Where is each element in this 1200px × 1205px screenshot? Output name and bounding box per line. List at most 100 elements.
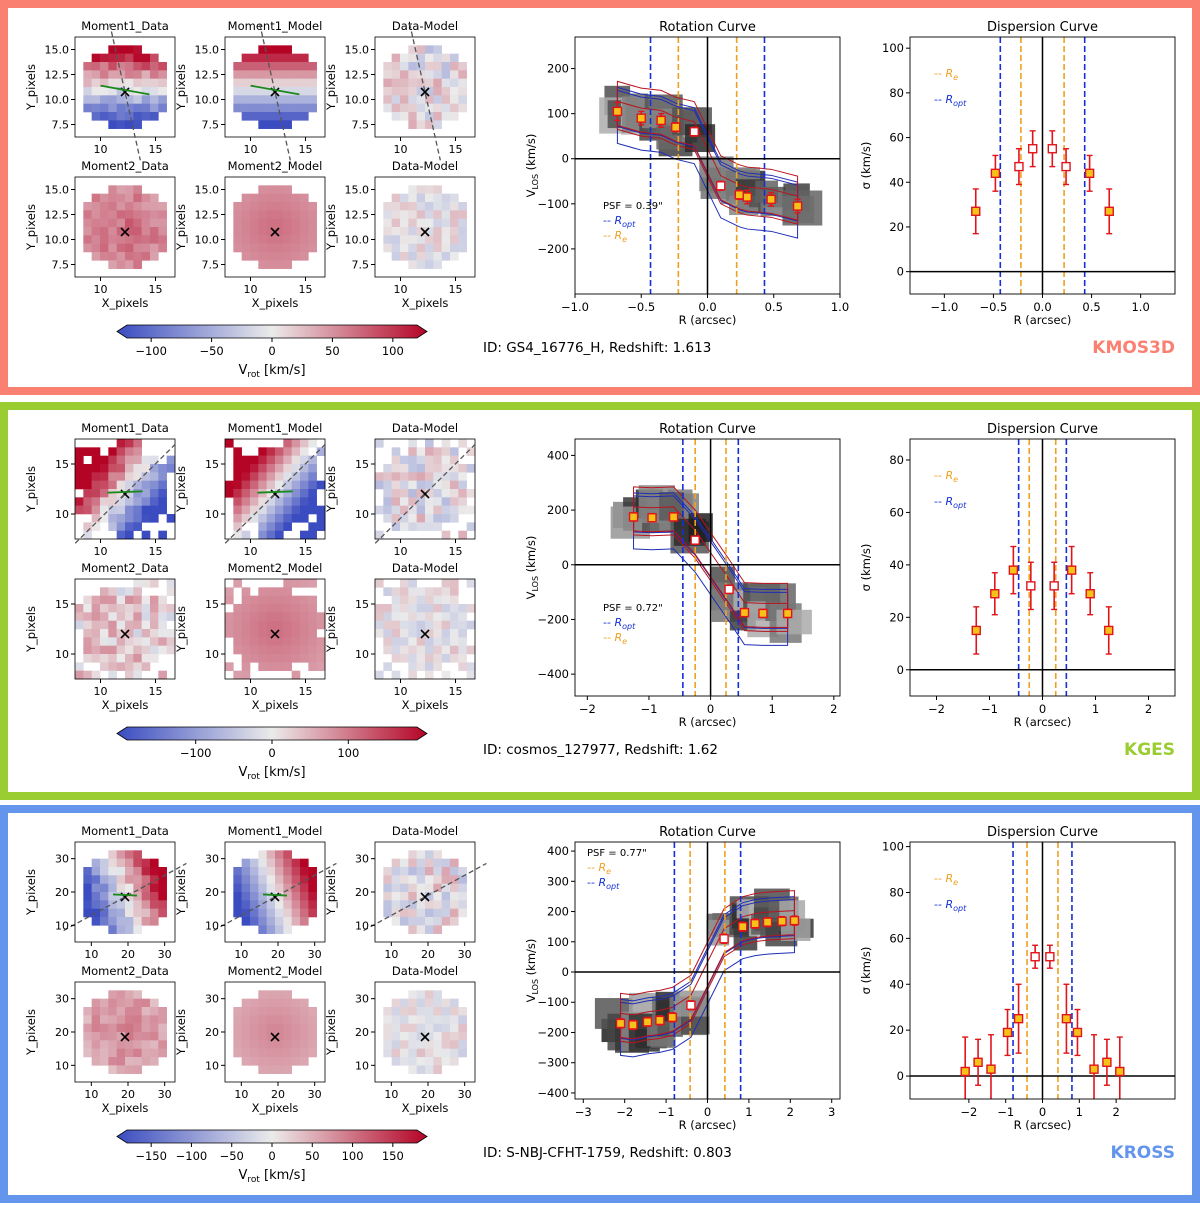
map-pixel [125,193,134,203]
map-pixel [441,202,451,211]
map-pixel [458,1032,467,1041]
map-pixel [133,260,142,269]
map-pixel [383,908,392,918]
map-pixel [383,1007,392,1016]
map-pixel [108,1057,117,1066]
map-pixel [441,604,451,613]
map-pixel [125,1048,134,1058]
x-tick-label: 20 [121,948,135,961]
dispersion-curve-chart: Dispersion Curve−1.0 −0.5 0.0 0.5 1.00204060… [859,20,1176,327]
map-pixel [408,654,417,663]
map-pixel [125,900,134,909]
map-pixel [425,193,434,203]
map-pixel [300,227,309,236]
map-pixel [400,595,409,605]
map-pixel [300,514,309,523]
map-pixel [241,917,251,926]
map-pixel [425,45,434,54]
psf-label: PSF = 0.72" [603,603,663,614]
map-pixel [391,875,401,884]
map-pixel [225,489,234,498]
map-pixel [391,514,401,523]
map-pixel [300,908,309,918]
x-tick-label: 10 [84,1088,98,1101]
map-pixel [258,620,267,630]
map-pixel [433,612,442,621]
map-pixel [308,892,317,901]
map-pixel [408,505,417,515]
map-pixel [241,112,251,121]
map-pixel [400,472,409,481]
map-pixel [100,1023,109,1033]
center-x-icon [420,1032,430,1042]
x-tick-label: 10 [94,545,108,558]
map-pixel [150,480,159,490]
map-pixel [166,464,176,473]
map-pixel [450,900,459,909]
pa-line [374,444,476,544]
map-pixel [408,892,417,901]
map-pixel [291,595,301,605]
map-pixel [466,464,476,473]
pv-pixel [776,609,812,635]
map-pixel [258,1040,267,1049]
map-pixel [258,629,267,638]
map-pixel [416,1048,426,1058]
map-pixel [258,1057,267,1066]
map-pixel [375,439,384,448]
map-pixel [450,637,459,646]
map-pixel [108,78,117,88]
survey-label: KGES [1124,740,1175,760]
y-tick-label: −400 [537,1086,569,1100]
x-axis-label: X_pixels [102,1101,149,1115]
map-pixel [375,530,384,540]
map-pixel [150,455,159,465]
map-pixel [141,1048,151,1058]
map-pixel [233,103,242,113]
map-pixel [150,595,159,605]
map-pixel [108,472,117,481]
map-pixel [133,883,142,893]
map-pixel [250,629,259,638]
map-pixel [458,900,467,909]
map-pixel [108,670,117,680]
map-pixel [108,1023,117,1033]
map-pixel [283,883,292,893]
data-point [1061,1013,1072,1024]
map-pixel [100,1015,109,1024]
map-frame [224,36,326,138]
map-pixel [133,227,142,236]
map-pixel [141,530,151,540]
map-pixel [450,620,459,630]
map-pixel [433,185,442,194]
map-pixel [441,998,451,1008]
y-tick-label: 30 [355,993,369,1006]
map-pixel [233,489,242,498]
map-pixel [233,645,242,655]
legend: -- Re-- Ropt [934,469,967,510]
map-pixel [458,103,467,113]
map-pixel [141,1015,151,1024]
map-pixel [441,620,451,630]
data-contour [633,486,789,632]
map-pixel [233,62,242,71]
map-pixel [258,858,267,868]
map-pixel [150,1048,159,1058]
map-pixel [75,662,84,671]
map-pixel [100,455,109,465]
map-pixel [433,235,442,244]
map-pixel [241,70,251,79]
map-pixel [133,1023,142,1033]
map-pixel [383,1015,392,1024]
map-pixel [266,1048,276,1058]
map-pixel [433,505,442,515]
map-pixel [275,1023,284,1033]
map-pixel [383,497,392,506]
x-tick-label: 1 [1076,1105,1083,1119]
map-pixel [233,637,242,646]
map-pixel [233,579,242,588]
map-pixel [441,1057,451,1066]
map-pixel [275,1007,284,1016]
map-pixel [425,1032,434,1041]
